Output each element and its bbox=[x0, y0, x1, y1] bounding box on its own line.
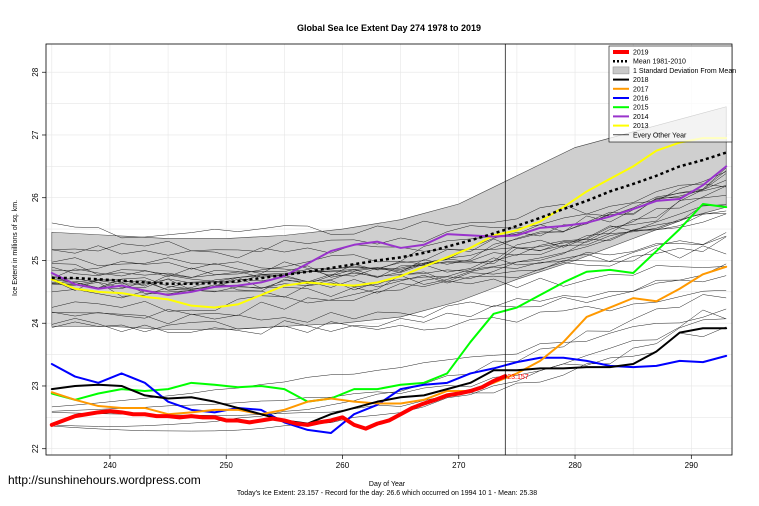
footer-note: Today's Ice Extent: 23.157 - Record for … bbox=[237, 490, 537, 497]
legend-entry: 2019 bbox=[633, 50, 649, 57]
other-year-line bbox=[51, 171, 727, 290]
y-tick-label: 28 bbox=[31, 67, 40, 76]
x-tick-label: 260 bbox=[336, 461, 350, 470]
other-year-line bbox=[51, 173, 727, 277]
series-line-2013 bbox=[50, 137, 728, 309]
other-year-line bbox=[51, 183, 727, 239]
legend-entry: 2017 bbox=[633, 86, 649, 93]
x-tick-label: 240 bbox=[103, 461, 117, 470]
other-year-line bbox=[51, 294, 727, 427]
x-tick-label: 250 bbox=[220, 461, 234, 470]
series-line-2014 bbox=[50, 165, 728, 296]
y-tick-label: 24 bbox=[31, 318, 40, 327]
watermark-url: http://sunshinehours.wordpress.com bbox=[8, 473, 201, 487]
other-year-line bbox=[51, 275, 727, 335]
y-tick-label: 22 bbox=[31, 444, 40, 453]
series-line-2018 bbox=[50, 327, 728, 425]
other-year-line bbox=[51, 213, 727, 274]
other-year-line bbox=[51, 213, 727, 259]
chart-title: Global Sea Ice Extent Day 274 1978 to 20… bbox=[297, 23, 481, 33]
y-axis-label: Ice Extent in millions of sq. km. bbox=[12, 200, 19, 296]
current-value-label: 23.157 bbox=[507, 374, 529, 381]
legend-entry: 1 Standard Deviation From Mean bbox=[633, 68, 736, 75]
legend-entry: 2016 bbox=[633, 96, 649, 103]
plot-area: 23.157 240 250 260 270 280 290 22 23 24 25 26 27 28 bbox=[31, 43, 733, 470]
legend-entry: Every Other Year bbox=[633, 132, 687, 139]
other-year-line bbox=[51, 236, 727, 291]
legend-entry: Mean 1981-2010 bbox=[633, 59, 686, 66]
x-tick-label: 270 bbox=[452, 461, 466, 470]
other-year-line bbox=[51, 308, 727, 408]
legend-entry: 2013 bbox=[633, 123, 649, 130]
legend-swatch bbox=[612, 66, 630, 75]
other-year-line bbox=[51, 290, 727, 333]
other-year-line bbox=[51, 179, 727, 312]
legend-entry: 2018 bbox=[633, 77, 649, 84]
other-year-line bbox=[51, 204, 727, 299]
other-year-line bbox=[51, 263, 727, 325]
x-tick-label: 290 bbox=[685, 461, 699, 470]
y-tick-label: 26 bbox=[31, 193, 40, 202]
other-year-line bbox=[51, 309, 727, 432]
other-year-line bbox=[51, 235, 727, 278]
x-tick-label: 280 bbox=[568, 461, 582, 470]
x-axis-label: Day of Year bbox=[369, 481, 406, 488]
y-tick-label: 27 bbox=[31, 130, 40, 139]
legend: 2019 Mean 1981-2010 1 Standard Deviation F… bbox=[608, 45, 736, 143]
legend-entry: 2015 bbox=[633, 105, 649, 112]
other-year-line bbox=[51, 185, 727, 319]
series-line-2017 bbox=[50, 265, 728, 416]
legend-entry: 2014 bbox=[633, 114, 649, 121]
legend-box bbox=[608, 45, 733, 143]
y-tick-label: 23 bbox=[31, 381, 40, 390]
plot-clipped-group bbox=[49, 106, 728, 435]
series-line-2015 bbox=[50, 203, 728, 403]
y-tick-label: 25 bbox=[31, 255, 40, 264]
series-line-2019 bbox=[49, 374, 508, 431]
plot-frame bbox=[45, 43, 733, 456]
other-year-line bbox=[51, 245, 727, 273]
